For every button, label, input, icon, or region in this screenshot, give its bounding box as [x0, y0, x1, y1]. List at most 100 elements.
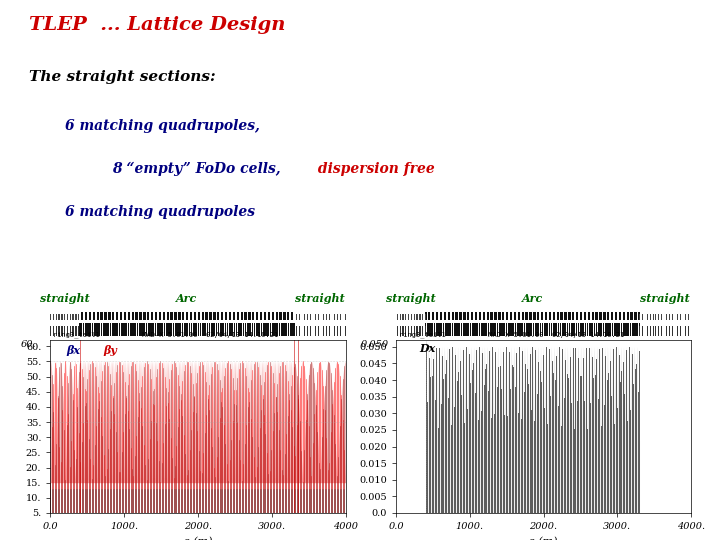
Bar [126, 322, 127, 336]
Bar [94, 312, 95, 320]
Bar [233, 312, 234, 320]
Bar [72, 314, 73, 320]
Bar [416, 326, 417, 336]
Bar [577, 322, 579, 336]
Bar [281, 322, 282, 336]
Bar [397, 314, 398, 320]
Bar [511, 312, 512, 320]
Text: 60.: 60. [21, 340, 37, 349]
Bar [600, 312, 601, 320]
Bar [289, 322, 291, 336]
Bar [664, 314, 665, 320]
Bar [408, 314, 409, 320]
Bar [490, 322, 491, 336]
Bar [613, 322, 615, 336]
Bar [315, 326, 316, 336]
Bar [121, 312, 122, 320]
Bar [506, 312, 507, 320]
Bar [140, 322, 142, 336]
Bar [232, 322, 233, 336]
Bar [565, 322, 567, 336]
Bar [176, 322, 178, 336]
Bar [562, 322, 563, 336]
Bar [581, 322, 582, 336]
Bar [685, 326, 686, 336]
Bar [104, 322, 106, 336]
Bar [497, 312, 498, 320]
Bar [280, 312, 281, 320]
Bar [122, 322, 124, 336]
Bar [661, 314, 662, 320]
Bar [482, 322, 484, 336]
Bar [423, 326, 424, 336]
Bar [257, 322, 258, 336]
Bar [196, 322, 197, 336]
Bar [630, 312, 631, 320]
Text: The straight sections:: The straight sections: [29, 70, 215, 84]
Bar [416, 314, 417, 320]
Bar [73, 314, 74, 320]
Bar [658, 326, 659, 336]
Bar [59, 326, 60, 336]
Bar [628, 322, 629, 336]
Bar [468, 322, 469, 336]
Bar [472, 322, 473, 336]
Bar [108, 322, 109, 336]
Bar [68, 326, 69, 336]
Bar [90, 322, 91, 336]
Bar [128, 312, 129, 320]
Bar [530, 312, 531, 320]
Bar [160, 322, 161, 336]
Bar [627, 312, 628, 320]
Bar [227, 322, 228, 336]
Bar [277, 312, 278, 320]
Bar [190, 312, 191, 320]
Bar [549, 312, 550, 320]
Bar [518, 312, 519, 320]
Bar [522, 312, 523, 320]
Bar [337, 326, 338, 336]
Bar [203, 312, 204, 320]
Bar [468, 312, 469, 320]
Bar [461, 322, 462, 336]
Bar [151, 312, 152, 320]
Bar [635, 322, 636, 336]
Bar [436, 322, 437, 336]
Bar [531, 322, 532, 336]
Bar [133, 312, 134, 320]
Bar [252, 322, 253, 336]
Bar [590, 322, 592, 336]
Bar [156, 312, 157, 320]
Bar [428, 322, 430, 336]
Bar [448, 312, 449, 320]
Bar [176, 312, 177, 320]
Bar [159, 312, 160, 320]
Bar [139, 322, 140, 336]
Bar [213, 312, 214, 320]
Text: straight: straight [295, 293, 345, 304]
Bar [181, 322, 183, 336]
Bar [542, 312, 543, 320]
Bar [266, 312, 267, 320]
Bar [408, 326, 409, 336]
Bar [110, 312, 112, 320]
Bar [551, 322, 552, 336]
Bar [584, 312, 585, 320]
Bar [546, 312, 547, 320]
Bar [443, 322, 444, 336]
Bar [128, 322, 129, 336]
Bar [101, 312, 102, 320]
Bar [139, 312, 140, 320]
Bar [616, 312, 617, 320]
Bar [528, 312, 530, 320]
Bar [598, 322, 599, 336]
Bar [185, 322, 186, 336]
Bar [538, 322, 539, 336]
Bar [505, 322, 507, 336]
Bar [613, 312, 614, 320]
Bar [205, 322, 207, 336]
Bar [307, 326, 308, 336]
Bar [293, 322, 294, 336]
Bar [207, 322, 208, 336]
Bar [395, 326, 397, 336]
